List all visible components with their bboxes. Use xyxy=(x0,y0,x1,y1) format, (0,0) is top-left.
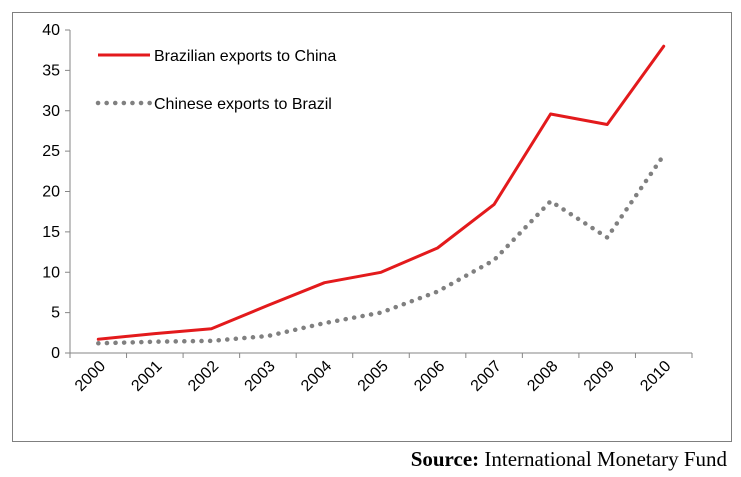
x-tick-label: 2000 xyxy=(72,358,109,395)
y-tick-label: 30 xyxy=(42,103,60,120)
x-tick-label: 2006 xyxy=(411,358,448,395)
legend-label: Chinese exports to Brazil xyxy=(154,96,332,113)
source-label: Source: xyxy=(410,447,480,471)
x-tick-label: 2001 xyxy=(128,358,165,395)
y-tick-label: 5 xyxy=(51,305,60,322)
y-tick-label: 10 xyxy=(42,264,60,281)
y-tick-label: 20 xyxy=(42,184,60,201)
legend-label: Brazilian exports to China xyxy=(154,48,336,65)
y-tick-label: 15 xyxy=(42,224,60,241)
x-tick-label: 2002 xyxy=(185,358,222,395)
y-tick-label: 35 xyxy=(42,62,60,79)
source-citation: Source: International Monetary Fund xyxy=(411,447,727,472)
x-tick-label: 2007 xyxy=(468,358,505,395)
x-tick-label: 2003 xyxy=(242,358,279,395)
line-chart: 0 5 10 15 20 25 30 35 40 2000 2001 2002 2003 2004 2005… xyxy=(42,22,693,395)
x-tick-label: 2004 xyxy=(298,358,335,395)
series-line-brazilian-exports xyxy=(96,44,666,341)
x-tick-label: 2008 xyxy=(524,358,561,395)
series-line-chinese-exports xyxy=(96,152,666,346)
x-tick-label: 2010 xyxy=(637,358,674,395)
y-tick-label: 40 xyxy=(42,22,60,39)
y-tick-label: 25 xyxy=(42,143,60,160)
x-tick-label: 2009 xyxy=(581,358,618,395)
x-tick-label: 2005 xyxy=(355,358,392,395)
source-text: International Monetary Fund xyxy=(484,447,727,471)
y-tick-label: 0 xyxy=(51,345,60,362)
chart-frame xyxy=(12,12,732,442)
